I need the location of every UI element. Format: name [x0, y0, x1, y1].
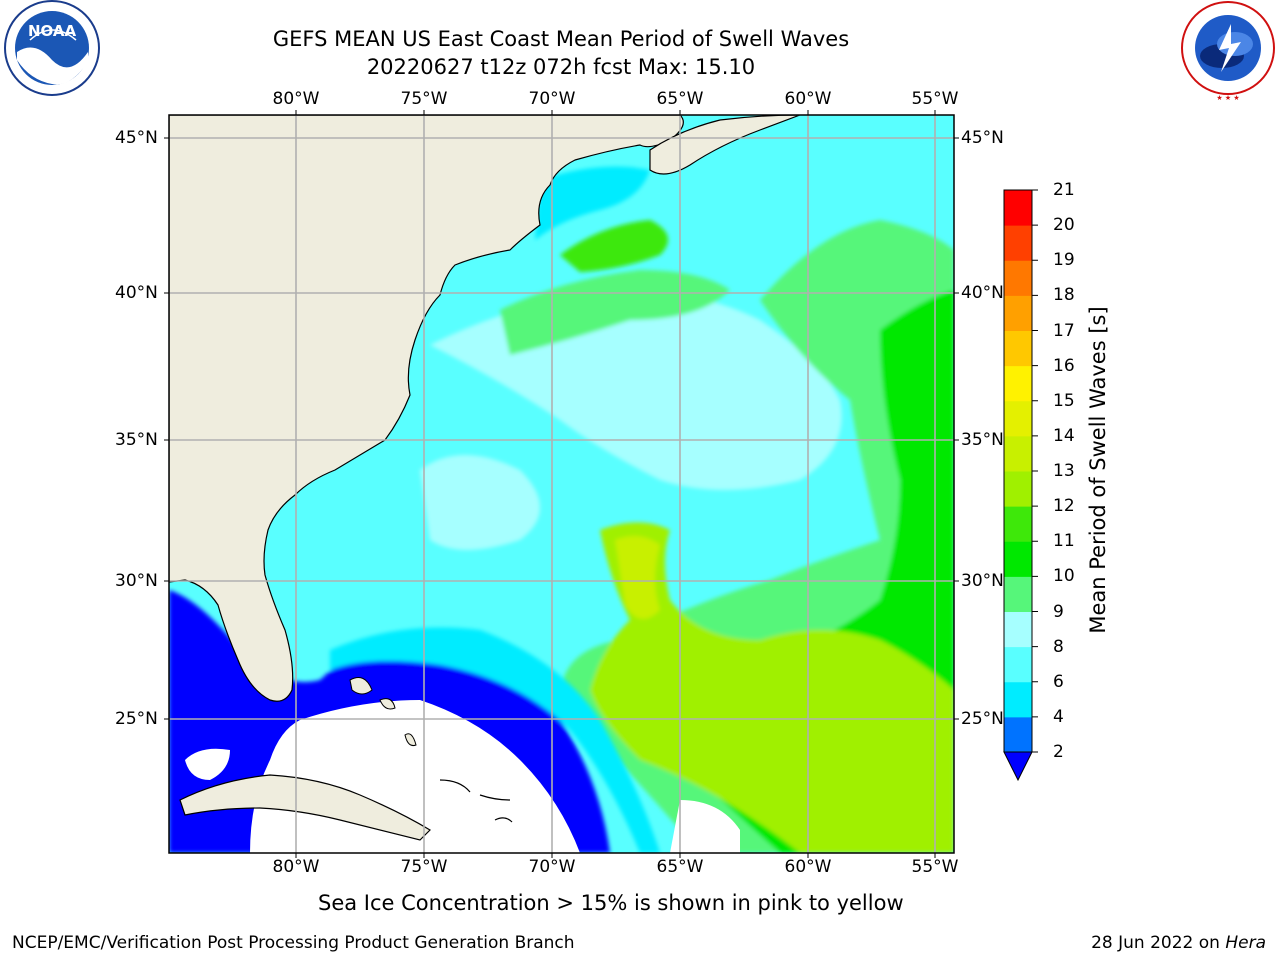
lon-tick-bottom: 55°W [911, 857, 959, 877]
lat-tick-right: 30°N [961, 571, 1004, 591]
land-north-america [169, 115, 684, 702]
colorbar-tick-label: 18 [1053, 285, 1075, 306]
missing-data-florida-straits [185, 748, 230, 780]
colorbar-tick-label: 15 [1053, 390, 1075, 411]
swell-band-10-11-north [560, 220, 668, 272]
colorbar-tick-label: 2 [1053, 742, 1064, 762]
footer-credit: NCEP/EMC/Verification Post Processing Pr… [12, 933, 575, 953]
colorbar-segment [1004, 646, 1032, 683]
lat-tick-left: 35°N [115, 430, 158, 450]
footer-date: 28 Jun 2022 on Hera [1091, 933, 1266, 953]
footer-date-text: 28 Jun 2022 on [1091, 933, 1226, 953]
colorbar-tick-label: 9 [1053, 601, 1064, 622]
colorbar-tick-label: 4 [1053, 706, 1064, 727]
colorbar-segment [1004, 400, 1032, 437]
svg-text:★ ★ ★: ★ ★ ★ [1216, 94, 1239, 102]
colorbar-tick-label: 16 [1053, 355, 1075, 376]
land-hispaniola [439, 779, 513, 823]
map-frame [168, 114, 955, 854]
nws-logo: ★ ★ ★ [1181, 1, 1275, 102]
lat-tick-right: 40°N [961, 283, 1004, 303]
colorbar-tick-label: 13 [1053, 461, 1075, 481]
colorbar-segment [1004, 611, 1032, 648]
swell-band-12-13 [590, 522, 954, 853]
colorbar-segment [1004, 471, 1032, 507]
svg-text:NOAA: NOAA [28, 22, 77, 40]
lat-tick-right: 25°N [961, 709, 1004, 729]
colorbar-tick-label: 11 [1053, 531, 1075, 552]
lon-tick-bottom: 75°W [400, 857, 448, 877]
lon-tick-bottom: 60°W [784, 857, 832, 877]
colorbar-under-triangle [1003, 751, 1033, 782]
lon-tick-top: 55°W [911, 89, 959, 109]
lon-tick-top: 65°W [656, 89, 704, 109]
lat-tick-left: 25°N [115, 709, 158, 729]
colorbar-segment [1004, 541, 1032, 577]
land-nova-scotia [649, 115, 801, 175]
colorbar [1003, 189, 1038, 782]
sea-ice-note: Sea Ice Concentration > 15% is shown in … [318, 891, 904, 915]
lat-tick-left: 40°N [115, 283, 158, 303]
chart-title: GEFS MEAN US East Coast Mean Period of S… [272, 27, 850, 51]
colorbar-segment [1004, 576, 1032, 612]
lat-tick-right: 45°N [961, 128, 1004, 148]
lon-tick-top: 75°W [400, 89, 448, 109]
colorbar-segment [1004, 190, 1032, 226]
noaa-logo: NOAA [4, 0, 100, 96]
chart-subtitle: 20220627 t12z 072h fcst Max: 15.10 [366, 55, 756, 79]
colorbar-tick-label: 6 [1053, 671, 1064, 692]
swell-band-9-10-north [500, 270, 730, 355]
land-bahamas [349, 677, 417, 746]
colorbar-tick-label: 17 [1053, 320, 1075, 341]
colorbar-segment [1004, 365, 1032, 402]
colorbar-tick-label: 21 [1053, 180, 1075, 200]
colorbar-tick-label: 14 [1053, 425, 1075, 446]
missing-data-east [670, 800, 740, 853]
colorbar-segment [1004, 295, 1032, 331]
colorbar-segment [1004, 330, 1032, 367]
map-gridlines [169, 115, 954, 853]
lon-tick-top: 60°W [784, 89, 832, 109]
lon-tick-bottom: 65°W [656, 857, 704, 877]
land-cuba [179, 774, 431, 841]
colorbar-tick-label: 12 [1053, 496, 1075, 517]
footer-machine: Hera [1225, 933, 1266, 953]
colorbar-tick-label: 19 [1053, 250, 1075, 271]
colorbar-segment [1004, 260, 1032, 296]
colorbar-tick-label: 20 [1053, 215, 1075, 236]
swell-band-13-14 [615, 536, 660, 619]
lon-tick-bottom: 70°W [528, 857, 576, 877]
colorbar-segment [1004, 225, 1032, 261]
colorbar-tick-label: 10 [1053, 566, 1075, 587]
lon-tick-bottom: 80°W [272, 857, 320, 877]
lat-tick-left: 30°N [115, 571, 158, 591]
colorbar-tick-label: 8 [1053, 636, 1064, 657]
colorbar-title: Mean Period of Swell Waves [s] [1086, 306, 1110, 634]
lat-tick-right: 35°N [961, 430, 1004, 450]
swell-band-4-6-northcoast [535, 166, 650, 240]
colorbar-segment [1004, 435, 1032, 472]
colorbar-segment [1004, 681, 1032, 718]
lat-tick-left: 45°N [115, 128, 158, 148]
colorbar-segment [1004, 716, 1032, 753]
swell-band-4-6-south [330, 627, 660, 853]
map-tick-marks [164, 110, 959, 858]
lon-tick-top: 80°W [272, 89, 320, 109]
colorbar-segment [1004, 506, 1032, 542]
lon-tick-top: 70°W [528, 89, 576, 109]
swell-band-8-9-b [420, 455, 540, 550]
